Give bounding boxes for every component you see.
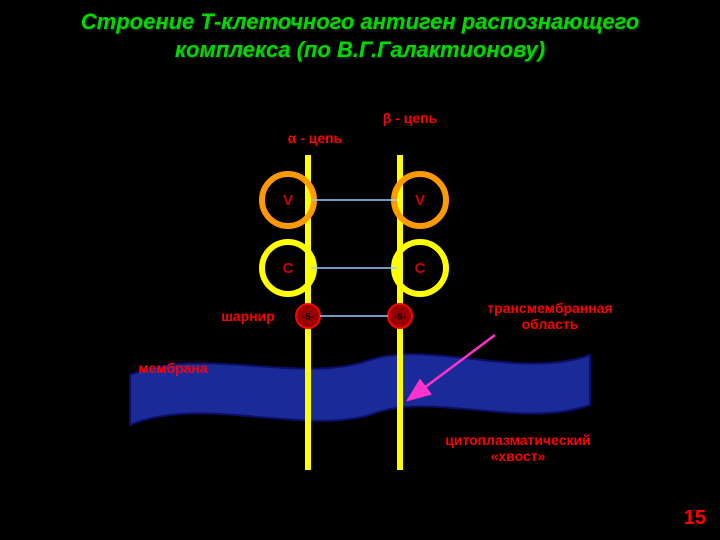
hinge-label: шарнир: [218, 308, 278, 324]
cytoplasmic-tail-label: цитоплазматический «хвост»: [418, 432, 618, 464]
beta-hinge-s: -S-: [394, 311, 406, 321]
alpha-v-label: V: [283, 192, 293, 209]
beta-chain-label: β - цепь: [370, 110, 450, 126]
membrane-label: мембрана: [128, 360, 218, 376]
beta-v-label: V: [415, 192, 425, 209]
transmembrane-label: трансмембранная область: [470, 300, 630, 332]
alpha-chain-label: α - цепь: [275, 130, 355, 146]
slide-number: 15: [684, 507, 706, 530]
beta-c-label: C: [415, 260, 426, 277]
alpha-hinge-s: -S-: [302, 311, 314, 321]
alpha-c-label: C: [283, 260, 294, 277]
